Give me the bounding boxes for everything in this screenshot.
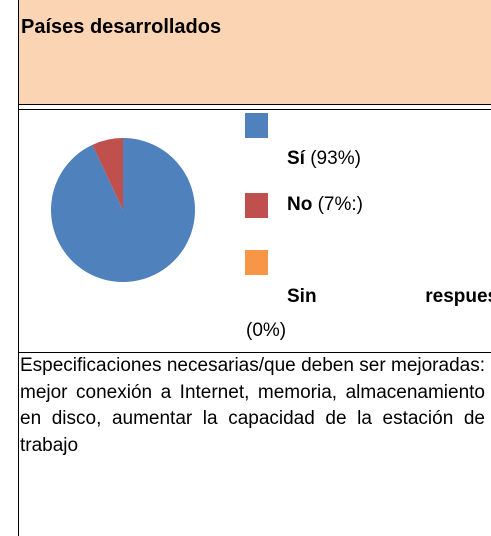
description: Especificaciones necesarias/que deben se… [20, 355, 485, 457]
legend-value: (93%) [310, 148, 361, 169]
legend-swatch [245, 193, 268, 218]
legend-value: (7%:) [317, 194, 364, 215]
border [18, 352, 491, 353]
legend-value: (0%) [246, 320, 287, 341]
pie-slice [92, 138, 123, 210]
header-title: Países desarrollados [21, 16, 222, 38]
border [18, 104, 491, 105]
border [18, 0, 19, 536]
legend-entry: Sí (93%) [287, 148, 361, 170]
border [18, 109, 491, 110]
header-background [19, 0, 491, 104]
legend-entry: No (7%:) [287, 194, 363, 216]
legend-label: Sí [287, 148, 305, 169]
legend-swatch [245, 250, 268, 275]
legend-swatch [245, 113, 268, 138]
legend-label: No [287, 194, 313, 215]
pie-slice [51, 138, 196, 283]
legend-label: Sin respuesta [287, 286, 491, 307]
pie-chart [51, 138, 196, 283]
